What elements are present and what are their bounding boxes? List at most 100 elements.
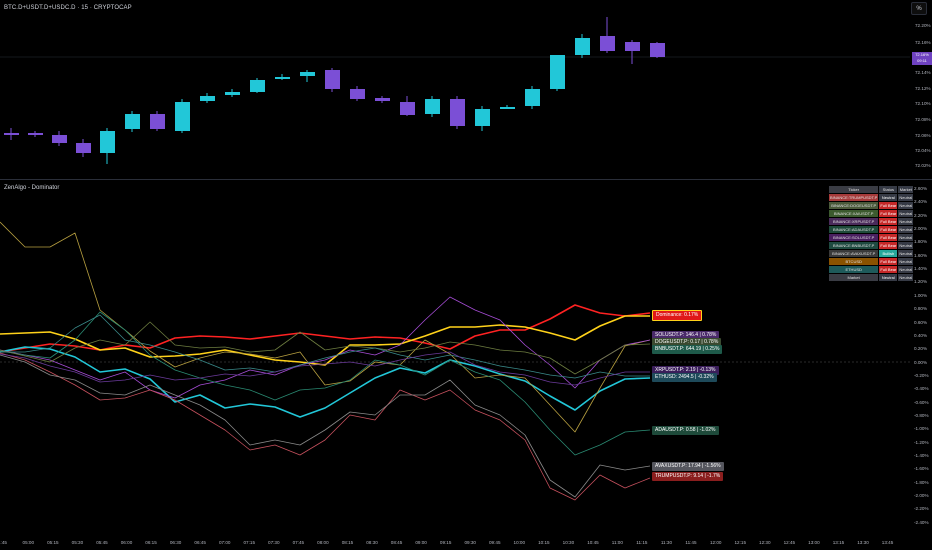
indicator-series-line [0,352,651,501]
table-cell-market: Neutral [898,266,914,273]
time-axis-label: 08:15 [341,540,354,545]
indicator-axis-label: -2.00% [914,493,929,499]
time-axis-label: 10:30 [562,540,575,545]
table-row: BINANCE:DOGEUSDT.P Full Bear Neutral [829,202,914,209]
candle-body [525,89,540,106]
time-axis-label: 07:00 [218,540,231,545]
time-axis-label: 11:15 [636,540,648,545]
series-tag[interactable]: Dominance: 0.17% [652,310,703,321]
indicator-series-line [0,321,651,375]
series-tag[interactable]: TRUMPUSDT.P: 9.14 | -1.7% [652,472,724,481]
table-row: ETHUSD Full Bear Neutral [829,266,914,273]
price-axis-label: 72.04% [915,148,931,153]
table-cell-status: Full Bear [879,210,898,217]
time-axis-label: 08:00 [317,540,329,545]
time-axis-label: 05:30 [71,540,84,545]
time-axis-label: 07:15 [243,540,256,545]
series-tag[interactable]: BNBUSDT.P: 644.19 | 0.25% [652,345,723,354]
table-header-status: Status [879,186,898,193]
series-tag[interactable]: ETHUSD: 2494.5 | -0.32% [652,373,717,382]
table-row: BINANCE:ADAUSDT.P Full Bear Neutral [829,226,914,233]
indicator-series-line [0,314,650,379]
table-cell-market: Neutral [898,274,914,281]
table-row: Market Neutral Neutral [829,274,914,281]
indicator-axis-label: -0.40% [914,386,929,392]
candle-body [550,55,565,89]
time-axis-label: 06:00 [120,540,133,545]
candle-body [350,89,365,99]
indicator-axis-label: 0.40% [914,332,928,338]
price-axis-label: 72.12% [915,86,931,91]
table-cell-market: Neutral [898,218,914,225]
candle-body [275,77,290,79]
indicator-series-line [0,311,651,456]
candle-body [425,99,440,114]
series-tag[interactable]: SOLUSDT.P: 146.4 | 0.78% [652,331,720,340]
table-cell-status: Full Bear [879,266,898,273]
table-cell-status: Neutral [879,274,898,281]
candle-body [175,102,190,131]
series-tag[interactable]: AVAXUSDT.P: 17.94 | -1.56% [652,462,724,471]
indicator-series-line [0,351,650,386]
time-axis-label: 05:15 [47,540,59,545]
candle-body [200,96,215,101]
candle-body [250,80,265,92]
table-cell-ticker: BINANCE:XAIUSDT.P [829,210,879,217]
time-axis-label: 12:15 [734,540,747,545]
candle-body [76,143,91,153]
time-axis-label: 06:45 [194,540,206,545]
series-tag[interactable]: XRPUSDT.P: 2.19 | -0.13% [652,366,719,375]
indicator-axis-label: 0.80% [914,306,928,312]
table-cell-market: Neutral [898,242,914,249]
indicator-series-line [0,354,651,498]
table-cell-status: Full Bear [879,226,898,233]
series-tag[interactable]: DOGEUSDT.P: 0.17 | 0.78% [652,338,722,347]
indicator-axis-label: -1.60% [914,466,929,472]
table-cell-status: Bullish [879,250,898,257]
candle-body [400,102,415,115]
series-tag[interactable]: ADAUSDT.P: 0.58 | -1.02% [652,426,719,435]
time-axis-label: 12:00 [709,540,722,545]
indicator-axis-label: 2.60% [914,186,928,191]
indicator-axis-label: -1.80% [914,479,929,485]
time-axis-label: 12:45 [783,540,796,545]
indicator-axis-label: 1.40% [914,266,928,272]
current-price-value: 72.16% [915,52,929,57]
time-axis-label: 08:30 [366,540,378,545]
candle-body [325,70,340,89]
time-axis-label: 08:45 [390,540,403,545]
candle-body [375,98,390,101]
indicator-axis-label: 0.60% [914,319,928,325]
symbol-title[interactable]: BTC.D+USDT.D+USDC.D · 15 · CRYPTOCAP [4,5,132,11]
indicator-axis-label: -0.80% [914,412,929,418]
pane-divider[interactable] [0,179,932,180]
price-axis-label: 72.08% [915,117,931,122]
time-axis-label: 13:45 [881,540,894,545]
table-cell-ticker: BINANCE:AVAXUSDT.P [829,250,879,257]
candle-body [225,92,240,95]
table-header-row: Ticker Status Market [829,186,914,193]
indicator-axis-label: 0.00% [914,359,928,365]
time-axis-label: 05:00 [22,540,35,545]
indicator-name[interactable]: ZenAlgo - Dominator [4,185,60,191]
candle-body [28,133,43,135]
indicator-axis-label: 2.20% [914,212,928,218]
price-axis-label: 72.16% [915,40,931,45]
table-cell-ticker: BINANCE:BNBUSDT.P [829,242,879,249]
time-axis-label: 09:00 [415,540,427,545]
indicator-axis-label: -2.20% [914,506,929,512]
price-axis-label: 72.20% [915,23,931,28]
time-axis-label: 11:45 [685,540,697,545]
price-axis-label: 72.02% [915,163,931,168]
price-axis-label: 72.10% [915,101,931,106]
time-axis-label: 07:30 [268,540,280,545]
percent-scale-button[interactable]: % [911,2,927,15]
indicator-axis-label: -1.20% [914,439,929,445]
table-row: BTCUSD Full Bear Neutral [829,258,914,265]
time-axis-label: 05:45 [96,540,108,545]
table-cell-status: Full Bear [879,218,898,225]
table-row: BINANCE:BNBUSDT.P Full Bear Neutral [829,242,914,249]
table-cell-market: Neutral [898,194,914,201]
